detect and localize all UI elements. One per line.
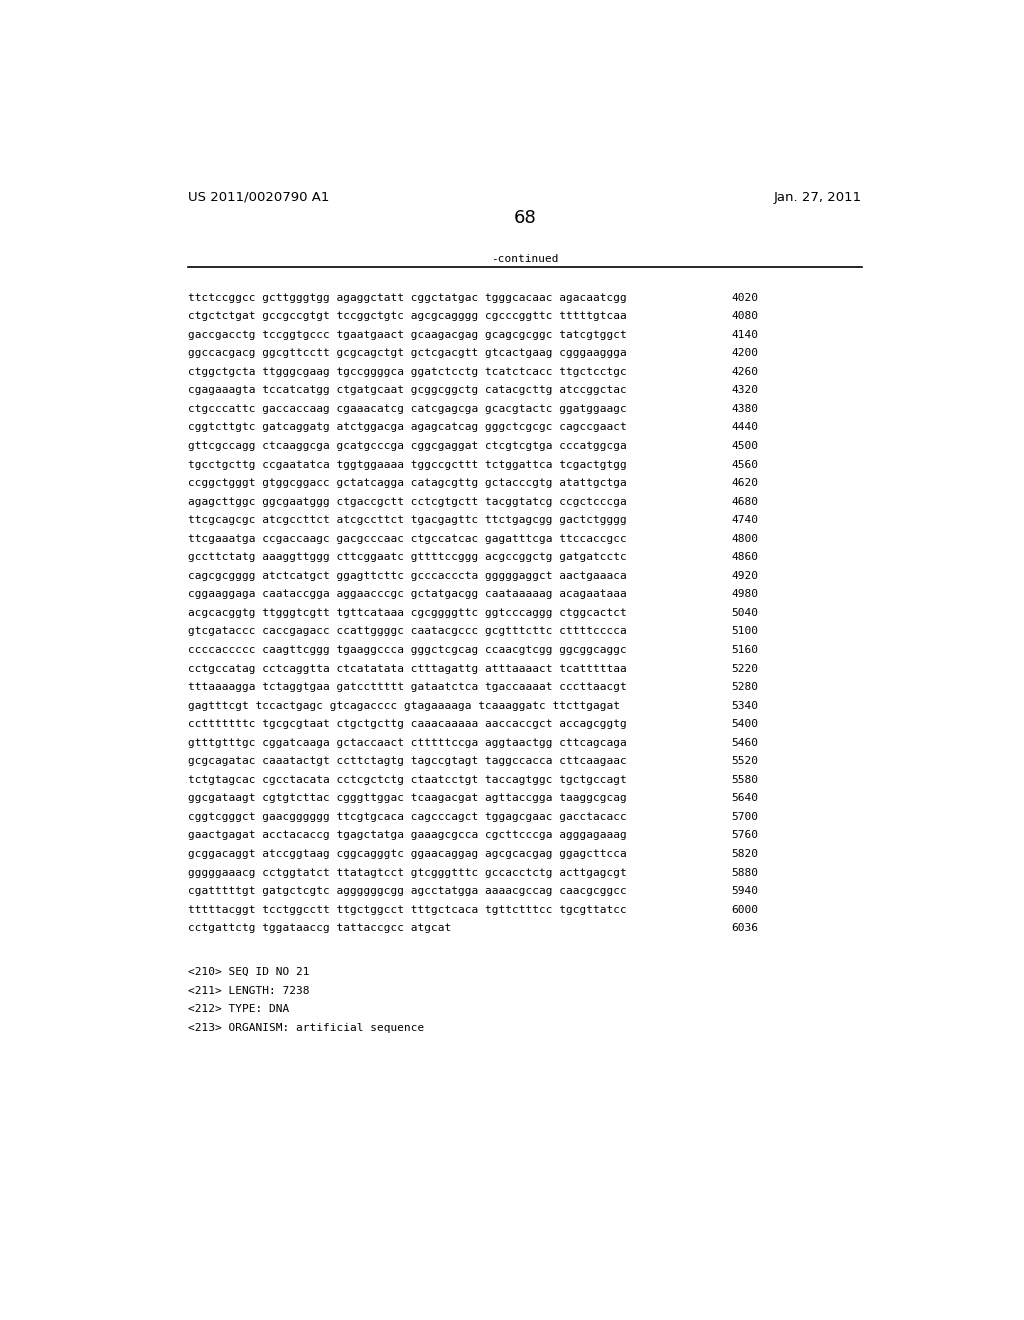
Text: 5640: 5640 xyxy=(731,793,758,804)
Text: tctgtagcac cgcctacata cctcgctctg ctaatcctgt taccagtggc tgctgccagt: tctgtagcac cgcctacata cctcgctctg ctaatcc… xyxy=(187,775,627,785)
Text: 5400: 5400 xyxy=(731,719,758,729)
Text: 5760: 5760 xyxy=(731,830,758,841)
Text: 5220: 5220 xyxy=(731,664,758,673)
Text: 5340: 5340 xyxy=(731,701,758,710)
Text: 5520: 5520 xyxy=(731,756,758,767)
Text: cctgccatag cctcaggtta ctcatatata ctttagattg atttaaaact tcatttttaa: cctgccatag cctcaggtta ctcatatata ctttaga… xyxy=(187,664,627,673)
Text: ggccacgacg ggcgttcctt gcgcagctgt gctcgacgtt gtcactgaag cgggaaggga: ggccacgacg ggcgttcctt gcgcagctgt gctcgac… xyxy=(187,348,627,358)
Text: 4740: 4740 xyxy=(731,515,758,525)
Text: 4560: 4560 xyxy=(731,459,758,470)
Text: 4440: 4440 xyxy=(731,422,758,433)
Text: 5160: 5160 xyxy=(731,645,758,655)
Text: gcgcagatac caaatactgt ccttctagtg tagccgtagt taggccacca cttcaagaac: gcgcagatac caaatactgt ccttctagtg tagccgt… xyxy=(187,756,627,767)
Text: gtttgtttgc cggatcaaga gctaccaact ctttttccga aggtaactgg cttcagcaga: gtttgtttgc cggatcaaga gctaccaact ctttttc… xyxy=(187,738,627,747)
Text: cgagaaagta tccatcatgg ctgatgcaat gcggcggctg catacgcttg atccggctac: cgagaaagta tccatcatgg ctgatgcaat gcggcgg… xyxy=(187,385,627,395)
Text: 4860: 4860 xyxy=(731,552,758,562)
Text: gcggacaggt atccggtaag cggcagggtc ggaacaggag agcgcacgag ggagcttcca: gcggacaggt atccggtaag cggcagggtc ggaacag… xyxy=(187,849,627,859)
Text: 4140: 4140 xyxy=(731,330,758,339)
Text: tttttacggt tcctggcctt ttgctggcct tttgctcaca tgttctttcc tgcgttatcc: tttttacggt tcctggcctt ttgctggcct tttgctc… xyxy=(187,904,627,915)
Text: ctgctctgat gccgccgtgt tccggctgtc agcgcagggg cgcccggttc tttttgtcaa: ctgctctgat gccgccgtgt tccggctgtc agcgcag… xyxy=(187,312,627,321)
Text: 4980: 4980 xyxy=(731,589,758,599)
Text: cggtcttgtc gatcaggatg atctggacga agagcatcag gggctcgcgc cagccgaact: cggtcttgtc gatcaggatg atctggacga agagcat… xyxy=(187,422,627,433)
Text: -continued: -continued xyxy=(492,253,558,264)
Text: 5580: 5580 xyxy=(731,775,758,785)
Text: cctgattctg tggataaccg tattaccgcc atgcat: cctgattctg tggataaccg tattaccgcc atgcat xyxy=(187,923,451,933)
Text: ttcgcagcgc atcgccttct atcgccttct tgacgagttc ttctgagcgg gactctgggg: ttcgcagcgc atcgccttct atcgccttct tgacgag… xyxy=(187,515,627,525)
Text: 4920: 4920 xyxy=(731,570,758,581)
Text: ctggctgcta ttgggcgaag tgccggggca ggatctcctg tcatctcacc ttgctcctgc: ctggctgcta ttgggcgaag tgccggggca ggatctc… xyxy=(187,367,627,376)
Text: 5100: 5100 xyxy=(731,627,758,636)
Text: 4260: 4260 xyxy=(731,367,758,376)
Text: 4380: 4380 xyxy=(731,404,758,414)
Text: cctttttttc tgcgcgtaat ctgctgcttg caaacaaaaa aaccaccgct accagcggtg: cctttttttc tgcgcgtaat ctgctgcttg caaacaa… xyxy=(187,719,627,729)
Text: 4620: 4620 xyxy=(731,478,758,488)
Text: tgcctgcttg ccgaatatca tggtggaaaa tggccgcttt tctggattca tcgactgtgg: tgcctgcttg ccgaatatca tggtggaaaa tggccgc… xyxy=(187,459,627,470)
Text: 4200: 4200 xyxy=(731,348,758,358)
Text: tttaaaagga tctaggtgaa gatccttttt gataatctca tgaccaaaat cccttaacgt: tttaaaagga tctaggtgaa gatccttttt gataatc… xyxy=(187,682,627,692)
Text: ccggctgggt gtggcggacc gctatcagga catagcgttg gctacccgtg atattgctga: ccggctgggt gtggcggacc gctatcagga catagcg… xyxy=(187,478,627,488)
Text: 5940: 5940 xyxy=(731,886,758,896)
Text: 5040: 5040 xyxy=(731,609,758,618)
Text: 5820: 5820 xyxy=(731,849,758,859)
Text: gaactgagat acctacaccg tgagctatga gaaagcgcca cgcttcccga agggagaaag: gaactgagat acctacaccg tgagctatga gaaagcg… xyxy=(187,830,627,841)
Text: ccccaccccc caagttcggg tgaaggccca gggctcgcag ccaacgtcgg ggcggcaggc: ccccaccccc caagttcggg tgaaggccca gggctcg… xyxy=(187,645,627,655)
Text: ctgcccattc gaccaccaag cgaaacatcg catcgagcga gcacgtactc ggatggaagc: ctgcccattc gaccaccaag cgaaacatcg catcgag… xyxy=(187,404,627,414)
Text: 5880: 5880 xyxy=(731,867,758,878)
Text: gttcgccagg ctcaaggcga gcatgcccga cggcgaggat ctcgtcgtga cccatggcga: gttcgccagg ctcaaggcga gcatgcccga cggcgag… xyxy=(187,441,627,451)
Text: 4800: 4800 xyxy=(731,533,758,544)
Text: cagcgcgggg atctcatgct ggagttcttc gcccacccta gggggaggct aactgaaaca: cagcgcgggg atctcatgct ggagttcttc gcccacc… xyxy=(187,570,627,581)
Text: US 2011/0020790 A1: US 2011/0020790 A1 xyxy=(187,191,329,203)
Text: <212> TYPE: DNA: <212> TYPE: DNA xyxy=(187,1005,289,1014)
Text: 4500: 4500 xyxy=(731,441,758,451)
Text: ggcgataagt cgtgtcttac cgggttggac tcaagacgat agttaccgga taaggcgcag: ggcgataagt cgtgtcttac cgggttggac tcaagac… xyxy=(187,793,627,804)
Text: 5280: 5280 xyxy=(731,682,758,692)
Text: gccttctatg aaaggttggg cttcggaatc gttttccggg acgccggctg gatgatcctc: gccttctatg aaaggttggg cttcggaatc gttttcc… xyxy=(187,552,627,562)
Text: gaccgacctg tccggtgccc tgaatgaact gcaagacgag gcagcgcggc tatcgtggct: gaccgacctg tccggtgccc tgaatgaact gcaagac… xyxy=(187,330,627,339)
Text: 4020: 4020 xyxy=(731,293,758,302)
Text: 5460: 5460 xyxy=(731,738,758,747)
Text: ttcgaaatga ccgaccaagc gacgcccaac ctgccatcac gagatttcga ttccaccgcc: ttcgaaatga ccgaccaagc gacgcccaac ctgccat… xyxy=(187,533,627,544)
Text: cggtcgggct gaacgggggg ttcgtgcaca cagcccagct tggagcgaac gacctacacc: cggtcgggct gaacgggggg ttcgtgcaca cagccca… xyxy=(187,812,627,822)
Text: 5700: 5700 xyxy=(731,812,758,822)
Text: cggaaggaga caataccgga aggaacccgc gctatgacgg caataaaaag acagaataaa: cggaaggaga caataccgga aggaacccgc gctatga… xyxy=(187,589,627,599)
Text: 6000: 6000 xyxy=(731,904,758,915)
Text: Jan. 27, 2011: Jan. 27, 2011 xyxy=(774,191,862,203)
Text: <210> SEQ ID NO 21: <210> SEQ ID NO 21 xyxy=(187,968,309,977)
Text: gtcgataccc caccgagacc ccattggggc caatacgccc gcgtttcttc cttttcccca: gtcgataccc caccgagacc ccattggggc caatacg… xyxy=(187,627,627,636)
Text: agagcttggc ggcgaatggg ctgaccgctt cctcgtgctt tacggtatcg ccgctcccga: agagcttggc ggcgaatggg ctgaccgctt cctcgtg… xyxy=(187,496,627,507)
Text: cgatttttgt gatgctcgtc aggggggcgg agcctatgga aaaacgccag caacgcggcc: cgatttttgt gatgctcgtc aggggggcgg agcctat… xyxy=(187,886,627,896)
Text: ttctccggcc gcttgggtgg agaggctatt cggctatgac tgggcacaac agacaatcgg: ttctccggcc gcttgggtgg agaggctatt cggctat… xyxy=(187,293,627,302)
Text: gggggaaacg cctggtatct ttatagtcct gtcgggtttc gccacctctg acttgagcgt: gggggaaacg cctggtatct ttatagtcct gtcgggt… xyxy=(187,867,627,878)
Text: 4680: 4680 xyxy=(731,496,758,507)
Text: <213> ORGANISM: artificial sequence: <213> ORGANISM: artificial sequence xyxy=(187,1023,424,1032)
Text: 68: 68 xyxy=(513,210,537,227)
Text: acgcacggtg ttgggtcgtt tgttcataaa cgcggggttc ggtcccaggg ctggcactct: acgcacggtg ttgggtcgtt tgttcataaa cgcgggg… xyxy=(187,609,627,618)
Text: gagtttcgt tccactgagc gtcagacccc gtagaaaaga tcaaaggatc ttcttgagat: gagtttcgt tccactgagc gtcagacccc gtagaaaa… xyxy=(187,701,620,710)
Text: 4320: 4320 xyxy=(731,385,758,395)
Text: <211> LENGTH: 7238: <211> LENGTH: 7238 xyxy=(187,986,309,995)
Text: 6036: 6036 xyxy=(731,923,758,933)
Text: 4080: 4080 xyxy=(731,312,758,321)
